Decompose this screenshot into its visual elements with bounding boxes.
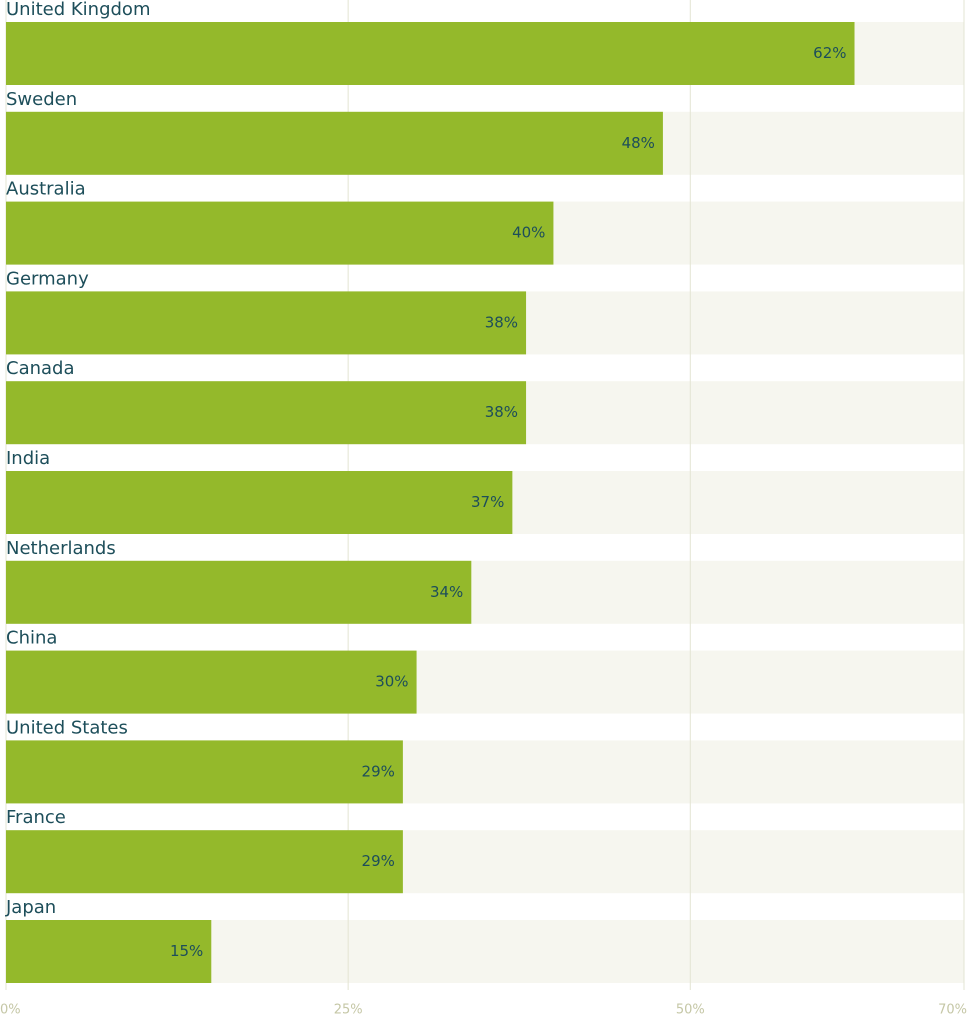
value-label: 62% bbox=[813, 44, 846, 62]
x-tick-label: 70% bbox=[938, 1003, 967, 1018]
category-label: Netherlands bbox=[6, 538, 116, 559]
bar bbox=[6, 291, 527, 355]
category-label: Australia bbox=[6, 179, 86, 200]
bar bbox=[6, 111, 663, 175]
bar bbox=[6, 201, 554, 265]
bar bbox=[6, 471, 513, 534]
value-label: 48% bbox=[622, 134, 655, 152]
value-label: 29% bbox=[362, 762, 395, 780]
category-label: United States bbox=[6, 717, 128, 738]
value-label: 30% bbox=[375, 673, 408, 691]
bar bbox=[6, 560, 472, 624]
value-label: 15% bbox=[170, 942, 203, 960]
category-label: India bbox=[6, 448, 50, 469]
bar bbox=[6, 740, 403, 804]
value-label: 38% bbox=[485, 403, 518, 421]
value-label: 34% bbox=[430, 583, 463, 601]
value-label: 38% bbox=[485, 313, 518, 331]
value-label: 29% bbox=[362, 852, 395, 870]
category-label: France bbox=[6, 807, 66, 828]
category-label: Sweden bbox=[6, 89, 77, 110]
bar bbox=[6, 381, 527, 445]
x-tick-label: 0% bbox=[0, 1003, 21, 1018]
category-label: Germany bbox=[6, 268, 89, 289]
category-label: Canada bbox=[6, 358, 75, 379]
category-label: Japan bbox=[5, 897, 56, 918]
category-label: United Kingdom bbox=[6, 0, 150, 20]
bar bbox=[6, 830, 403, 894]
value-label: 40% bbox=[512, 224, 545, 242]
bar bbox=[6, 920, 212, 983]
x-tick-label: 50% bbox=[676, 1003, 705, 1018]
category-label: China bbox=[6, 628, 57, 649]
x-tick-label: 25% bbox=[334, 1003, 363, 1018]
bar bbox=[6, 22, 855, 85]
value-label: 37% bbox=[471, 493, 504, 511]
bar bbox=[6, 650, 417, 714]
